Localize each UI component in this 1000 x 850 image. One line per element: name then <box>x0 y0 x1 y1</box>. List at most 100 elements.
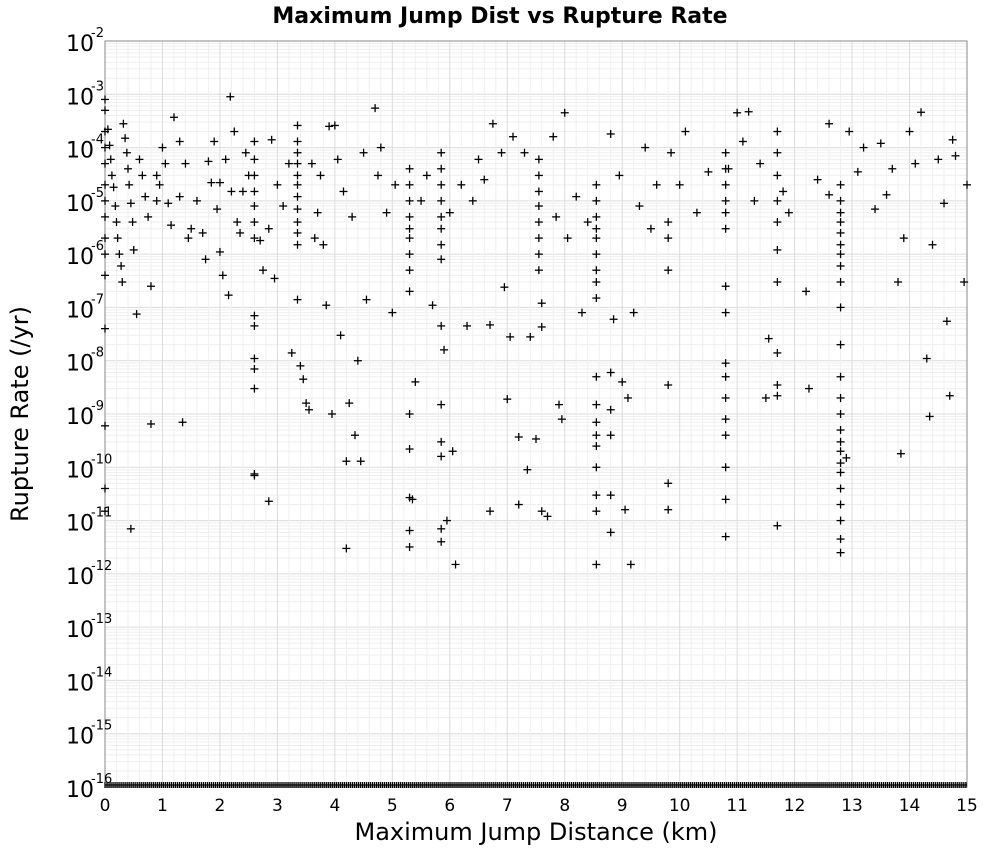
data-point <box>339 187 348 196</box>
x-tick-label: 0 <box>100 796 111 816</box>
data-point <box>463 321 472 330</box>
data-point <box>101 95 109 104</box>
data-point <box>934 155 943 164</box>
data-point <box>721 180 730 189</box>
data-point <box>537 322 546 331</box>
data-point <box>451 560 460 569</box>
data-point <box>836 372 845 381</box>
data-point <box>480 175 489 184</box>
data-point <box>125 180 134 189</box>
x-axis-ticks: 0 1 2 3 4 5 6 7 8 9 10 11 12 13 14 15 <box>100 796 978 816</box>
data-point <box>537 299 546 308</box>
data-point <box>592 180 601 189</box>
y-tick-exponent: -16 <box>91 772 112 787</box>
x-tick-label: 1 <box>157 796 168 816</box>
y-tick-label: 10 <box>66 32 94 57</box>
data-point <box>945 391 954 400</box>
y-axis-ticks: 10-210-310-410-510-610-710-810-910-1010-… <box>66 26 112 803</box>
data-point <box>117 261 126 270</box>
data-point <box>187 224 196 233</box>
data-point <box>405 224 414 233</box>
data-point <box>111 202 120 211</box>
data-point <box>738 137 747 146</box>
data-point <box>592 234 601 243</box>
data-point <box>721 208 730 217</box>
data-point <box>230 127 239 136</box>
data-point <box>167 221 176 230</box>
data-point <box>115 250 124 259</box>
x-tick-label: 13 <box>841 796 863 816</box>
data-point <box>721 463 730 472</box>
data-point <box>279 202 288 211</box>
data-point <box>146 282 155 291</box>
y-tick-exponent: -8 <box>91 346 104 361</box>
data-point <box>101 484 109 493</box>
data-point <box>132 310 141 319</box>
data-point <box>836 278 845 287</box>
data-point <box>293 180 302 189</box>
data-point <box>238 187 247 196</box>
x-tick-label: 6 <box>444 796 455 816</box>
data-point <box>606 431 615 440</box>
data-point <box>592 224 601 233</box>
x-tick-label: 4 <box>329 796 340 816</box>
data-point <box>509 132 518 141</box>
data-point <box>405 266 414 275</box>
data-point <box>178 418 187 427</box>
data-point <box>109 183 118 192</box>
data-point <box>773 278 782 287</box>
data-point <box>664 505 673 514</box>
data-point <box>293 218 302 227</box>
data-point <box>319 240 328 249</box>
data-point <box>960 278 969 287</box>
data-point <box>592 294 601 303</box>
y-tick-exponent: -13 <box>91 612 112 627</box>
y-tick-exponent: -14 <box>91 665 112 680</box>
data-point <box>592 250 601 259</box>
data-point <box>437 452 446 461</box>
data-point <box>871 205 880 214</box>
data-point <box>359 148 368 157</box>
data-point <box>119 119 128 128</box>
data-point <box>606 129 615 138</box>
data-point <box>836 516 845 525</box>
data-point <box>437 148 446 157</box>
y-tick-label: 10 <box>66 671 94 696</box>
data-point <box>664 266 673 275</box>
x-tick-label: 10 <box>669 796 691 816</box>
data-point <box>845 127 854 136</box>
data-point <box>948 135 957 144</box>
data-point <box>825 190 834 199</box>
data-point <box>101 180 109 189</box>
data-point <box>836 468 845 477</box>
data-point <box>721 359 730 368</box>
data-point <box>537 507 546 516</box>
data-point <box>226 92 235 101</box>
data-point <box>563 234 572 243</box>
data-point <box>293 228 302 237</box>
data-point <box>773 381 782 390</box>
data-point <box>169 113 178 122</box>
data-point <box>192 196 201 205</box>
data-point <box>437 196 446 205</box>
y-tick-exponent: -6 <box>91 239 104 254</box>
data-point <box>583 218 592 227</box>
data-point <box>836 426 845 435</box>
y-tick-exponent: -3 <box>91 79 104 94</box>
data-point <box>543 512 552 521</box>
data-point <box>144 212 153 221</box>
data-point <box>592 212 601 221</box>
data-point <box>721 148 730 157</box>
data-point <box>113 234 122 243</box>
x-tick-label: 8 <box>559 796 570 816</box>
y-axis-label: Rupture Rate (/yr) <box>6 306 34 522</box>
data-point <box>675 180 684 189</box>
data-point <box>437 240 446 249</box>
data-point <box>302 399 311 408</box>
data-point <box>250 384 259 393</box>
data-point <box>293 295 302 304</box>
data-point <box>250 171 259 180</box>
data-point <box>721 393 730 402</box>
data-point <box>215 247 224 256</box>
data-point <box>721 431 730 440</box>
